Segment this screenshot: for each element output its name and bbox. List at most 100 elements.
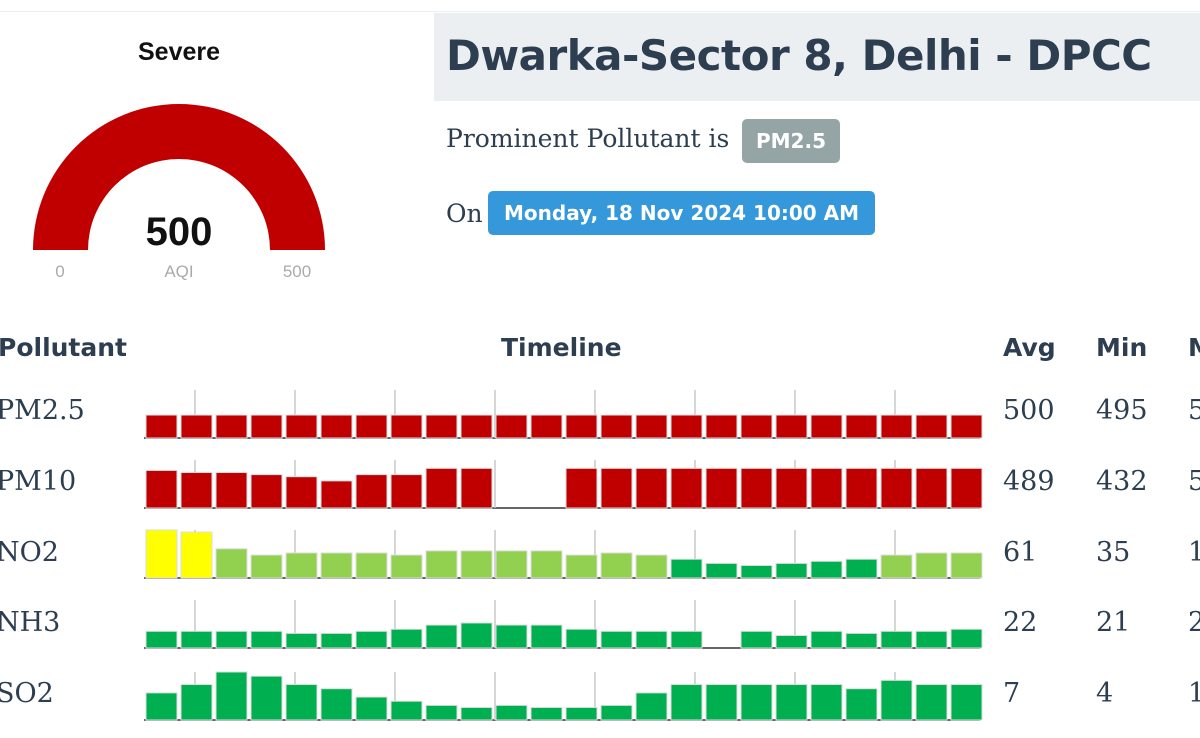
- timeline-bar[interactable]: [740, 630, 773, 649]
- timeline-bar[interactable]: [285, 684, 318, 721]
- timeline-bar[interactable]: [495, 704, 528, 721]
- timeline-bar[interactable]: [775, 414, 808, 439]
- timeline-bar[interactable]: [950, 414, 983, 439]
- timeline-bar[interactable]: [635, 467, 668, 509]
- timeline-bar[interactable]: [635, 414, 668, 439]
- timeline-bar[interactable]: [285, 632, 318, 649]
- timeline-bar[interactable]: [705, 414, 738, 439]
- timeline-bar[interactable]: [775, 467, 808, 509]
- timeline-bar[interactable]: [320, 632, 353, 649]
- timeline-bar[interactable]: [810, 414, 843, 439]
- pollutant-name[interactable]: NH3: [0, 607, 61, 638]
- timeline-bar[interactable]: [740, 414, 773, 439]
- pollutant-name[interactable]: SO2: [0, 678, 54, 709]
- timeline-bar[interactable]: [880, 414, 913, 439]
- timeline-bar[interactable]: [285, 414, 318, 439]
- timeline-bar[interactable]: [565, 467, 598, 509]
- timeline-bar[interactable]: [215, 671, 248, 721]
- timeline-bar[interactable]: [600, 630, 633, 649]
- timeline-bar[interactable]: [880, 630, 913, 649]
- timeline-bar[interactable]: [810, 684, 843, 721]
- timeline-bar[interactable]: [250, 474, 283, 509]
- timeline-bar[interactable]: [215, 548, 248, 579]
- timeline-bar[interactable]: [495, 414, 528, 439]
- timeline-bar[interactable]: [845, 414, 878, 439]
- timeline-bar[interactable]: [845, 558, 878, 579]
- timeline-bar[interactable]: [670, 558, 703, 579]
- timeline-bar[interactable]: [460, 414, 493, 439]
- timeline-bar[interactable]: [425, 704, 458, 721]
- timeline-bar[interactable]: [670, 467, 703, 509]
- timeline-bar[interactable]: [775, 634, 808, 649]
- timeline-bar[interactable]: [425, 550, 458, 579]
- timeline-bar[interactable]: [880, 554, 913, 579]
- timeline-bar[interactable]: [215, 472, 248, 509]
- pollutant-name[interactable]: PM10: [0, 466, 77, 497]
- timeline-bar[interactable]: [915, 684, 948, 721]
- timeline-bar[interactable]: [565, 706, 598, 721]
- timeline-bar[interactable]: [600, 414, 633, 439]
- timeline-bar[interactable]: [180, 472, 213, 509]
- timeline-bar[interactable]: [740, 564, 773, 579]
- timeline-bar[interactable]: [530, 706, 563, 721]
- timeline-bar[interactable]: [180, 630, 213, 649]
- timeline-bar[interactable]: [145, 692, 178, 721]
- timeline-bar[interactable]: [250, 630, 283, 649]
- timeline-bar[interactable]: [145, 529, 178, 579]
- timeline-bar[interactable]: [880, 467, 913, 509]
- timeline-bar[interactable]: [215, 414, 248, 439]
- pollutant-name[interactable]: PM2.5: [0, 395, 85, 426]
- timeline-bar[interactable]: [530, 550, 563, 579]
- timeline-bar[interactable]: [390, 414, 423, 439]
- timeline-bar[interactable]: [775, 684, 808, 721]
- timeline-bar[interactable]: [460, 467, 493, 509]
- timeline-bar[interactable]: [320, 552, 353, 579]
- timeline-bar[interactable]: [600, 552, 633, 579]
- timeline-bar[interactable]: [810, 467, 843, 509]
- timeline-bar[interactable]: [950, 628, 983, 649]
- timeline-bar[interactable]: [320, 480, 353, 509]
- timeline-bar[interactable]: [390, 700, 423, 721]
- timeline-bar[interactable]: [250, 675, 283, 721]
- timeline-bar[interactable]: [705, 684, 738, 721]
- timeline-bar[interactable]: [355, 630, 388, 649]
- timeline-bar[interactable]: [390, 628, 423, 649]
- timeline-bar[interactable]: [670, 630, 703, 649]
- timeline-bar[interactable]: [285, 552, 318, 579]
- timeline-bar[interactable]: [250, 414, 283, 439]
- timeline-bar[interactable]: [425, 414, 458, 439]
- timeline-bar[interactable]: [355, 696, 388, 721]
- timeline-bar[interactable]: [530, 414, 563, 439]
- timeline-bar[interactable]: [180, 531, 213, 579]
- timeline-bar[interactable]: [355, 414, 388, 439]
- timeline-bar[interactable]: [460, 622, 493, 649]
- timeline-bar[interactable]: [775, 562, 808, 579]
- timeline-bar[interactable]: [740, 684, 773, 721]
- timeline-bar[interactable]: [950, 467, 983, 509]
- timeline-bar[interactable]: [600, 467, 633, 509]
- timeline-bar[interactable]: [670, 414, 703, 439]
- timeline-bar[interactable]: [180, 684, 213, 721]
- timeline-bar[interactable]: [565, 628, 598, 649]
- timeline-bar[interactable]: [495, 550, 528, 579]
- timeline-bar[interactable]: [950, 552, 983, 579]
- timeline-bar[interactable]: [145, 414, 178, 439]
- timeline-bar[interactable]: [425, 624, 458, 649]
- timeline-bar[interactable]: [320, 414, 353, 439]
- timeline-bar[interactable]: [355, 552, 388, 579]
- timeline-bar[interactable]: [635, 692, 668, 721]
- timeline-bar[interactable]: [705, 467, 738, 509]
- timeline-bar[interactable]: [845, 467, 878, 509]
- timeline-bar[interactable]: [215, 630, 248, 649]
- timeline-bar[interactable]: [180, 414, 213, 439]
- timeline-bar[interactable]: [740, 467, 773, 509]
- timeline-bar[interactable]: [320, 688, 353, 721]
- timeline-bar[interactable]: [810, 560, 843, 579]
- timeline-bar[interactable]: [355, 474, 388, 509]
- timeline-bar[interactable]: [915, 630, 948, 649]
- timeline-bar[interactable]: [530, 624, 563, 649]
- timeline-bar[interactable]: [565, 554, 598, 579]
- timeline-bar[interactable]: [705, 562, 738, 579]
- timeline-bar[interactable]: [425, 467, 458, 509]
- timeline-bar[interactable]: [670, 684, 703, 721]
